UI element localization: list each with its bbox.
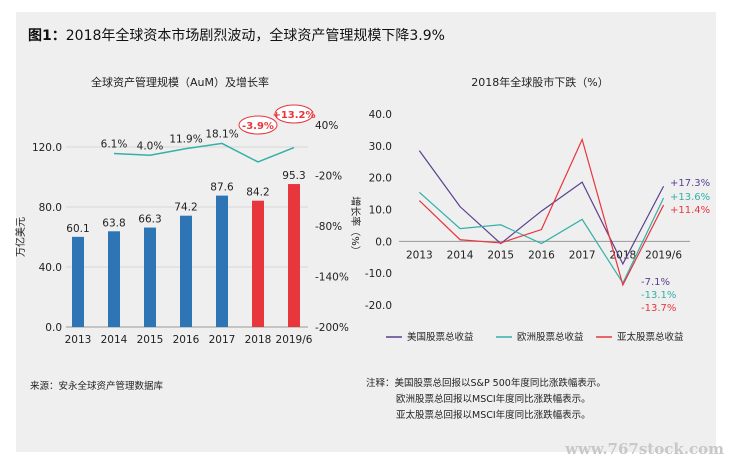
growth-rate-label: +13.2% bbox=[272, 110, 315, 121]
return-end-label: +17.3% bbox=[670, 178, 710, 189]
bar-value-label: 87.6 bbox=[210, 182, 234, 194]
highlight-ellipse bbox=[238, 115, 278, 135]
return-line-1 bbox=[418, 191, 665, 285]
left-x-tick: 2016 bbox=[173, 334, 200, 346]
bar-2019/6 bbox=[288, 184, 300, 327]
bar-value-label: 63.8 bbox=[102, 217, 125, 229]
note-line-3: 亚太股票总回报以MSCI年度同比涨跌幅表示。 bbox=[396, 410, 591, 421]
watermark: www.767stock.com bbox=[565, 440, 724, 458]
bar-2018 bbox=[252, 200, 264, 327]
right-chart-y-tick: 30.0 bbox=[369, 141, 392, 153]
right-chart-x-tick: 2016 bbox=[528, 249, 555, 261]
right-chart-x-tick: 2014 bbox=[447, 249, 474, 261]
left-x-tick: 2014 bbox=[101, 334, 128, 346]
right-chart-x-tick: 2019/6 bbox=[645, 249, 682, 261]
bar-value-label: 60.1 bbox=[66, 223, 89, 235]
bar-2016 bbox=[180, 215, 192, 327]
right-chart-x-tick: 2017 bbox=[569, 249, 596, 261]
left-y-tick: 0.0 bbox=[45, 322, 62, 334]
legend-entry: 亚太股票总收益 bbox=[617, 331, 684, 343]
bar-value-label: 95.3 bbox=[282, 170, 305, 182]
growth-rate-label: 4.0% bbox=[137, 140, 164, 152]
right-chart-y-tick: 10.0 bbox=[369, 205, 392, 217]
left-x-tick: 2018 bbox=[245, 334, 272, 346]
return-line-0 bbox=[418, 150, 665, 266]
left-y-axis-label: 万亿美元 bbox=[14, 217, 27, 257]
right-y-axis-label: 增长率（%） bbox=[349, 196, 362, 256]
bar-value-label: 74.2 bbox=[174, 202, 197, 214]
right-chart-x-tick: 2015 bbox=[487, 249, 514, 261]
growth-rate-label: -3.9% bbox=[242, 121, 274, 132]
right-y-tick: -80% bbox=[315, 221, 342, 233]
legend-entry: 欧洲股票总收益 bbox=[517, 331, 584, 343]
left-y-tick: 40.0 bbox=[39, 262, 62, 274]
right-chart-y-tick: -10.0 bbox=[365, 268, 392, 280]
bar-value-label: 84.2 bbox=[246, 187, 269, 199]
note-line-1: 注释：美国股票总回报以S&P 500年度同比涨跌幅表示。 bbox=[366, 378, 606, 389]
note-line-2: 欧洲股票总回报以MSCI年度同比涨跌幅表示。 bbox=[396, 394, 591, 405]
right-y-tick: 40% bbox=[315, 120, 338, 132]
left-x-tick: 2013 bbox=[65, 334, 92, 346]
growth-rate-label: 11.9% bbox=[169, 134, 202, 146]
notes: 注释：美国股票总回报以S&P 500年度同比涨跌幅表示。 欧洲股票总回报以MSC… bbox=[366, 376, 606, 424]
source-note: 来源：安永全球资产管理数据库 bbox=[30, 381, 164, 392]
return-end-label: +11.4% bbox=[670, 205, 710, 216]
left-y-tick: 80.0 bbox=[39, 202, 62, 214]
figure-panel bbox=[16, 12, 716, 452]
left-x-tick: 2019/6 bbox=[276, 334, 313, 346]
growth-rate-label: 6.1% bbox=[101, 139, 128, 151]
right-y-tick: -20% bbox=[315, 171, 342, 183]
right-y-tick: -140% bbox=[315, 272, 349, 284]
return-line-2 bbox=[418, 137, 665, 287]
right-y-tick: -200% bbox=[315, 322, 349, 334]
right-chart-y-tick: -20.0 bbox=[365, 300, 392, 312]
return-2018-label: -13.1% bbox=[641, 290, 676, 301]
return-2018-label: -7.1% bbox=[641, 277, 670, 288]
legend-entry: 美国股票总收益 bbox=[407, 331, 474, 343]
right-chart-y-tick: 0.0 bbox=[375, 236, 392, 248]
left-x-tick: 2017 bbox=[209, 334, 236, 346]
return-end-label: +13.6% bbox=[670, 192, 710, 203]
left-chart-title: 全球资产管理规模（AuM）及增长率 bbox=[91, 75, 269, 89]
highlight-ellipse bbox=[274, 104, 314, 124]
bar-2014 bbox=[108, 231, 120, 327]
bar-2013 bbox=[72, 236, 84, 327]
growth-rate-label: 18.1% bbox=[205, 128, 238, 140]
bar-value-label: 66.3 bbox=[138, 214, 161, 226]
right-chart-y-tick: 20.0 bbox=[369, 173, 392, 185]
left-x-tick: 2015 bbox=[137, 334, 164, 346]
right-chart-x-tick: 2013 bbox=[406, 249, 433, 261]
figure-title: 图1：2018年全球资本市场剧烈波动，全球资产管理规模下降3.9% bbox=[28, 28, 445, 44]
bar-2015 bbox=[144, 227, 156, 327]
left-y-tick: 120.0 bbox=[32, 142, 62, 154]
bar-2017 bbox=[216, 195, 228, 327]
return-2018-label: -13.7% bbox=[641, 303, 676, 314]
growth-rate-line bbox=[113, 142, 295, 163]
right-chart-title: 2018年全球股市下跌（%） bbox=[471, 75, 608, 89]
right-chart-y-tick: 40.0 bbox=[369, 109, 392, 121]
